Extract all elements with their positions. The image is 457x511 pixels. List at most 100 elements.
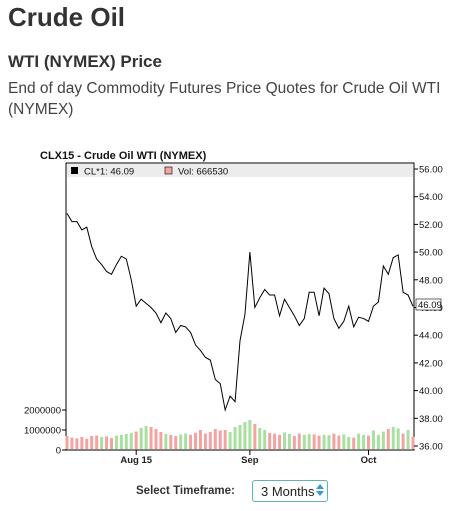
volume-bar [258, 428, 262, 449]
price-tick-label: 44.00 [419, 331, 443, 342]
volume-bar [253, 424, 257, 449]
price-tick-label: 56.00 [419, 165, 443, 176]
volume-bar [149, 427, 153, 449]
price-chart: CLX15 - Crude Oil WTI (NYMEX) CL*1: 46.0… [24, 150, 443, 466]
timeframe-label: Select Timeframe: [136, 485, 235, 497]
volume-bar [386, 429, 390, 449]
volume-bar [95, 435, 99, 449]
price-tick-label: 42.00 [419, 358, 443, 369]
volume-bar [189, 434, 193, 449]
volume-bar [282, 432, 286, 449]
volume-bar [198, 430, 202, 449]
legend-label-price: CL*1: 46.09 [84, 167, 134, 178]
volume-bar [233, 427, 237, 449]
volume-bar [139, 428, 143, 449]
volume-bar [357, 433, 361, 449]
volume-bar [80, 437, 84, 449]
volume-bar [278, 434, 282, 449]
price-line [66, 213, 414, 412]
volume-bar [352, 437, 356, 449]
x-tick-label: Oct [361, 455, 378, 466]
price-tick-label: 40.00 [419, 386, 443, 397]
price-tick-label: 52.00 [419, 220, 443, 231]
volume-bar [391, 427, 395, 449]
page-description: End of day Commodity Futures Price Quote… [8, 80, 441, 118]
volume-tick-label: 2000000 [24, 406, 61, 417]
volume-bar [119, 434, 123, 449]
x-tick-label: Sep [241, 455, 259, 466]
timeframe-select[interactable]: 3 Months [252, 480, 328, 502]
volume-bar [302, 434, 306, 449]
legend-swatch-volume [164, 166, 173, 175]
legend-swatch-price [71, 167, 78, 174]
volume-bar [154, 429, 158, 449]
volume-bar [223, 430, 227, 449]
volume-bar [169, 435, 173, 449]
volume-bar [124, 434, 128, 449]
last-price-marker [415, 298, 442, 311]
volume-bar [65, 436, 69, 449]
volume-bar [218, 430, 222, 449]
page-title: Crude Oil [8, 2, 126, 32]
volume-axis: 2000000 1000000 0 [24, 406, 66, 457]
volume-tick-label: 0 [56, 446, 61, 457]
volume-bar [85, 438, 89, 449]
volume-bar [273, 433, 277, 449]
volume-bar [243, 422, 247, 449]
page-subtitle: WTI (NYMEX) Price [8, 52, 162, 71]
volume-bar [164, 434, 168, 449]
legend-label-volume: Vol: 666530 [178, 167, 228, 178]
volume-bar [381, 431, 385, 449]
volume-bar [347, 437, 351, 449]
volume-bar [90, 436, 94, 449]
volume-bar [287, 434, 291, 449]
volume-bar [174, 436, 178, 449]
volume-bar [337, 435, 341, 449]
volume-bar [292, 436, 296, 449]
volume-bar [105, 436, 109, 449]
volume-bar [406, 430, 410, 449]
volume-bar [317, 435, 321, 449]
volume-bar [371, 430, 375, 449]
plot-area [65, 162, 415, 451]
volume-tick-label: 1000000 [24, 426, 61, 437]
price-tick-label: 36.00 [419, 442, 443, 453]
volume-bar [75, 438, 79, 449]
volume-bar [332, 433, 336, 449]
volume-bar [109, 438, 113, 449]
volume-bar [114, 435, 118, 449]
volume-bar [327, 435, 331, 449]
volume-bar [70, 437, 74, 449]
timeframe-value: 3 Months [261, 484, 315, 499]
volume-bar [367, 435, 371, 449]
volume-bar [184, 433, 188, 449]
volume-bar [312, 434, 316, 449]
volume-bar [362, 434, 366, 449]
volume-bar [179, 434, 183, 449]
x-axis: Aug 15 Sep Oct [120, 450, 377, 466]
volume-bar [411, 436, 415, 449]
x-tick-label: Aug 15 [120, 455, 152, 466]
volume-bar [144, 426, 148, 449]
price-tick-label: 48.00 [419, 275, 443, 286]
volume-bar [129, 433, 133, 449]
volume-bar [208, 432, 212, 449]
last-price-label: 46.09 [418, 300, 442, 311]
volume-bar [396, 428, 400, 449]
price-tick-label: 38.00 [419, 414, 443, 425]
volume-bar [203, 433, 207, 449]
volume-bar [213, 429, 217, 449]
price-tick-label: 54.00 [419, 192, 443, 203]
volume-bar [268, 433, 272, 449]
volume-bar [159, 432, 163, 449]
volume-bar [263, 430, 267, 449]
select-arrows-icon [315, 484, 325, 498]
volume-bar [194, 432, 198, 449]
volume-bar [134, 431, 138, 449]
volume-bar [238, 425, 242, 449]
legend-bar [67, 164, 413, 177]
volume-bar [100, 437, 104, 449]
volume-bar [228, 432, 232, 449]
volume-bar [248, 420, 252, 449]
volume-bar [322, 434, 326, 449]
